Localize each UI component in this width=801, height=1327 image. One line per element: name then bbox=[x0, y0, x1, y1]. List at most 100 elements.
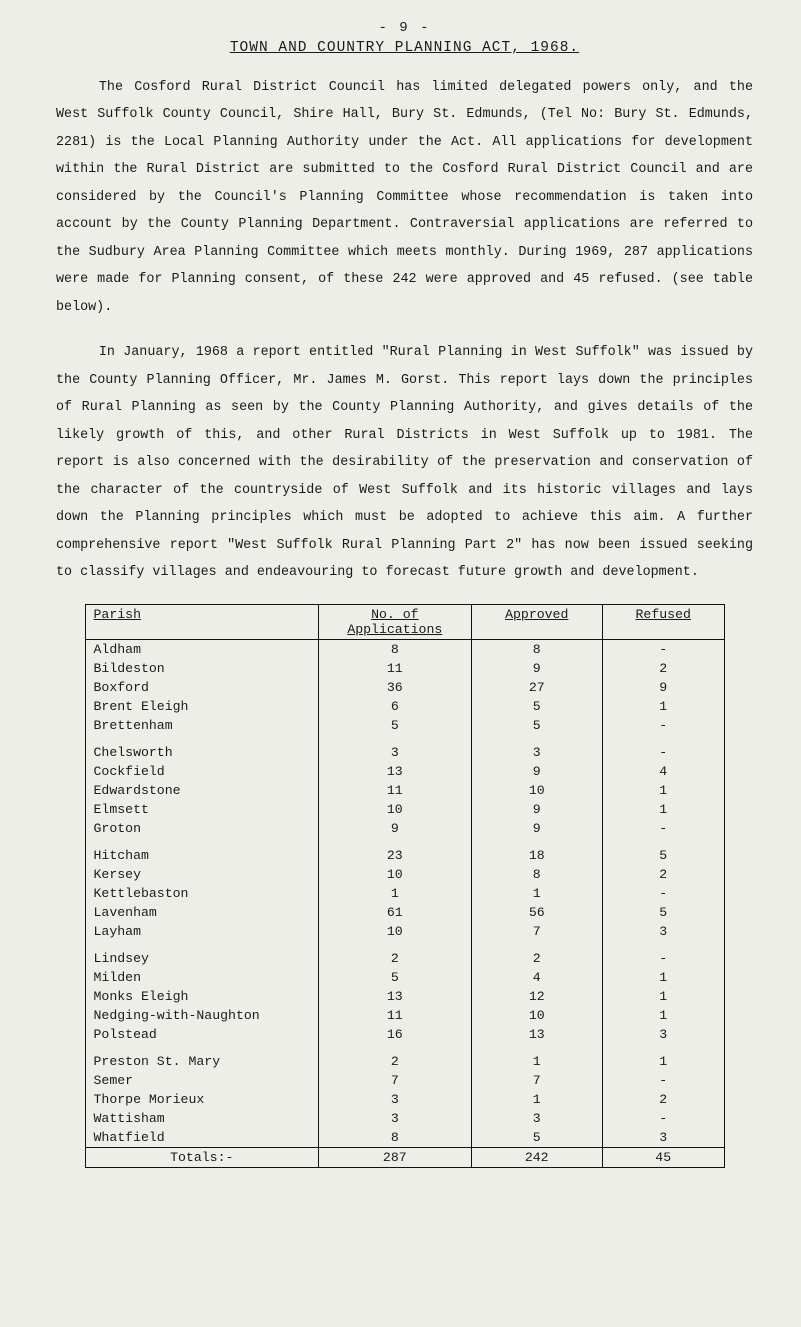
table-body: Aldham88-Bildeston1192Boxford36279Brent … bbox=[85, 640, 724, 1148]
cell-approved: 1 bbox=[471, 1052, 602, 1071]
cell-parish: Kersey bbox=[85, 865, 319, 884]
cell-apps: 2 bbox=[319, 949, 472, 968]
cell-refused: 4 bbox=[602, 762, 724, 781]
cell-apps: 3 bbox=[319, 743, 472, 762]
table-row: Milden541 bbox=[85, 968, 724, 987]
cell-approved: 10 bbox=[471, 781, 602, 800]
totals-label: Totals:- bbox=[85, 1148, 319, 1168]
cell-approved: 9 bbox=[471, 800, 602, 819]
table-row: Boxford36279 bbox=[85, 678, 724, 697]
table-row: Hitcham23185 bbox=[85, 846, 724, 865]
planning-table: Parish No. of Applications Approved Refu… bbox=[85, 604, 725, 1168]
table-row: Aldham88- bbox=[85, 640, 724, 660]
cell-apps: 11 bbox=[319, 659, 472, 678]
cell-apps: 10 bbox=[319, 922, 472, 949]
cell-refused: - bbox=[602, 716, 724, 743]
col-approved-label: Approved bbox=[505, 607, 568, 622]
cell-apps: 6 bbox=[319, 697, 472, 716]
col-refused-label: Refused bbox=[636, 607, 691, 622]
cell-refused: 2 bbox=[602, 865, 724, 884]
table-row: Edwardstone11101 bbox=[85, 781, 724, 800]
cell-approved: 8 bbox=[471, 865, 602, 884]
cell-refused: - bbox=[602, 884, 724, 903]
table-row: Wattisham33- bbox=[85, 1109, 724, 1128]
table-header-row: Parish No. of Applications Approved Refu… bbox=[85, 605, 724, 640]
cell-approved: 1 bbox=[471, 884, 602, 903]
page: - 9 - TOWN AND COUNTRY PLANNING ACT, 196… bbox=[0, 0, 801, 1327]
cell-refused: - bbox=[602, 949, 724, 968]
table-row: Groton99- bbox=[85, 819, 724, 846]
cell-approved: 12 bbox=[471, 987, 602, 1006]
cell-refused: - bbox=[602, 1071, 724, 1090]
cell-approved: 9 bbox=[471, 819, 602, 846]
table-row: Thorpe Morieux312 bbox=[85, 1090, 724, 1109]
table-row: Cockfield1394 bbox=[85, 762, 724, 781]
paragraph-1: The Cosford Rural District Council has l… bbox=[56, 74, 753, 321]
table-row: Kersey1082 bbox=[85, 865, 724, 884]
cell-parish: Lavenham bbox=[85, 903, 319, 922]
col-parish: Parish bbox=[85, 605, 319, 640]
cell-approved: 7 bbox=[471, 1071, 602, 1090]
cell-refused: - bbox=[602, 640, 724, 660]
cell-approved: 9 bbox=[471, 762, 602, 781]
cell-parish: Polstead bbox=[85, 1025, 319, 1052]
col-apps-line1: No. of bbox=[371, 607, 418, 622]
cell-refused: 2 bbox=[602, 1090, 724, 1109]
cell-refused: 1 bbox=[602, 800, 724, 819]
totals-apps: 287 bbox=[319, 1148, 472, 1168]
cell-refused: 1 bbox=[602, 968, 724, 987]
cell-apps: 5 bbox=[319, 716, 472, 743]
cell-refused: 5 bbox=[602, 846, 724, 865]
cell-parish: Lindsey bbox=[85, 949, 319, 968]
cell-parish: Brettenham bbox=[85, 716, 319, 743]
table-row: Polstead16133 bbox=[85, 1025, 724, 1052]
cell-parish: Brent Eleigh bbox=[85, 697, 319, 716]
cell-apps: 5 bbox=[319, 968, 472, 987]
col-parish-label: Parish bbox=[94, 607, 141, 622]
cell-refused: - bbox=[602, 819, 724, 846]
cell-parish: Aldham bbox=[85, 640, 319, 660]
cell-apps: 16 bbox=[319, 1025, 472, 1052]
table-row: Brettenham55- bbox=[85, 716, 724, 743]
cell-parish: Thorpe Morieux bbox=[85, 1090, 319, 1109]
cell-apps: 8 bbox=[319, 640, 472, 660]
table-row: Brent Eleigh651 bbox=[85, 697, 724, 716]
cell-refused: 1 bbox=[602, 987, 724, 1006]
cell-parish: Elmsett bbox=[85, 800, 319, 819]
cell-refused: 1 bbox=[602, 1052, 724, 1071]
cell-refused: 9 bbox=[602, 678, 724, 697]
cell-parish: Chelsworth bbox=[85, 743, 319, 762]
cell-refused: 3 bbox=[602, 922, 724, 949]
cell-refused: 1 bbox=[602, 1006, 724, 1025]
col-approved: Approved bbox=[471, 605, 602, 640]
page-number: - 9 - bbox=[56, 20, 753, 36]
cell-approved: 3 bbox=[471, 1109, 602, 1128]
cell-parish: Groton bbox=[85, 819, 319, 846]
cell-approved: 3 bbox=[471, 743, 602, 762]
table-row: Lavenham61565 bbox=[85, 903, 724, 922]
totals-approved: 242 bbox=[471, 1148, 602, 1168]
cell-approved: 8 bbox=[471, 640, 602, 660]
totals-refused: 45 bbox=[602, 1148, 724, 1168]
cell-apps: 7 bbox=[319, 1071, 472, 1090]
cell-refused: 3 bbox=[602, 1025, 724, 1052]
cell-apps: 9 bbox=[319, 819, 472, 846]
cell-apps: 36 bbox=[319, 678, 472, 697]
cell-apps: 10 bbox=[319, 865, 472, 884]
cell-parish: Preston St. Mary bbox=[85, 1052, 319, 1071]
cell-approved: 4 bbox=[471, 968, 602, 987]
page-title: TOWN AND COUNTRY PLANNING ACT, 1968. bbox=[56, 40, 753, 56]
cell-refused: 1 bbox=[602, 781, 724, 800]
cell-approved: 7 bbox=[471, 922, 602, 949]
cell-apps: 61 bbox=[319, 903, 472, 922]
cell-refused: 1 bbox=[602, 697, 724, 716]
cell-parish: Milden bbox=[85, 968, 319, 987]
table-row: Kettlebaston11- bbox=[85, 884, 724, 903]
cell-apps: 11 bbox=[319, 781, 472, 800]
col-refused: Refused bbox=[602, 605, 724, 640]
cell-parish: Semer bbox=[85, 1071, 319, 1090]
cell-parish: Wattisham bbox=[85, 1109, 319, 1128]
cell-parish: Boxford bbox=[85, 678, 319, 697]
cell-apps: 8 bbox=[319, 1128, 472, 1148]
table-row: Nedging-with-Naughton11101 bbox=[85, 1006, 724, 1025]
